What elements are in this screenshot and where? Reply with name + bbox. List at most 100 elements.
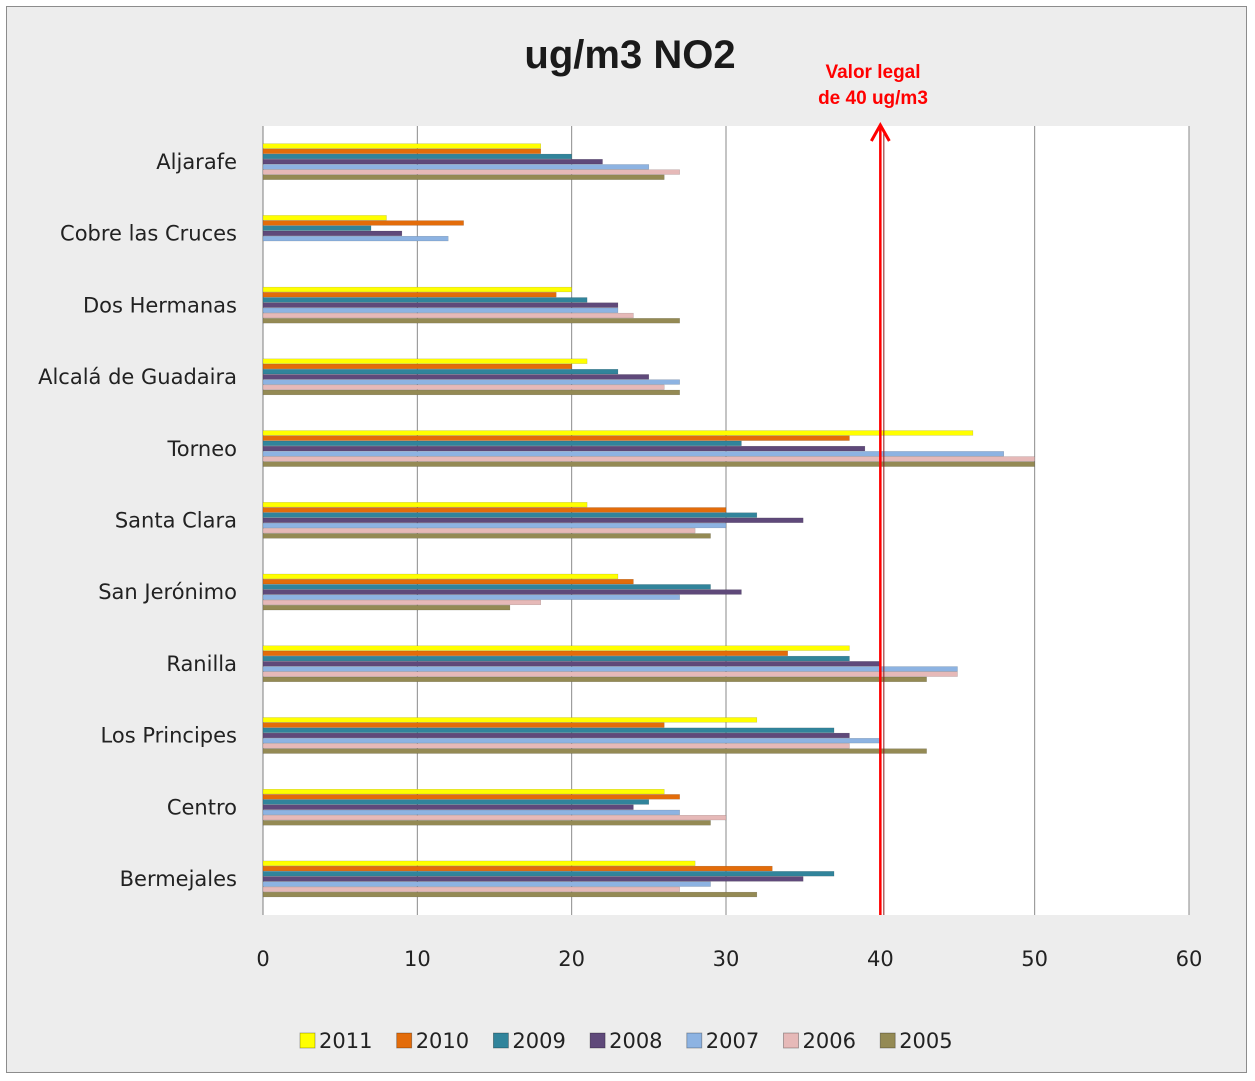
x-tick-label: 40 xyxy=(867,947,894,971)
bar xyxy=(262,307,619,313)
bar xyxy=(262,886,680,892)
bar xyxy=(262,743,850,749)
bar xyxy=(262,286,572,293)
bar xyxy=(262,512,758,518)
bar xyxy=(262,661,881,667)
bar xyxy=(262,594,680,600)
bar xyxy=(262,379,680,385)
bar xyxy=(262,456,1035,462)
bar xyxy=(262,804,634,810)
bar xyxy=(262,312,634,319)
bar xyxy=(262,655,850,662)
category-labels: Aljarafe Cobre las Cruces Dos Hermanas Alca… xyxy=(38,150,237,891)
legend-label: 2005 xyxy=(899,1029,952,1053)
legend-swatch xyxy=(492,1032,509,1049)
bar xyxy=(262,143,541,149)
bar xyxy=(262,891,758,898)
bar xyxy=(262,809,680,816)
category-label: San Jerónimo xyxy=(98,580,237,604)
bar xyxy=(262,230,403,236)
bar xyxy=(262,389,680,396)
category-label: Torneo xyxy=(167,437,237,461)
bar xyxy=(262,164,650,170)
bar xyxy=(262,522,727,529)
bar xyxy=(262,445,866,452)
category-label: Centro xyxy=(167,795,237,819)
bar xyxy=(262,820,711,826)
bar xyxy=(262,235,449,242)
x-tick-label: 30 xyxy=(713,947,740,971)
bar xyxy=(262,645,850,651)
legend-swatch xyxy=(879,1032,896,1049)
bar xyxy=(262,794,680,800)
bar xyxy=(262,297,588,303)
bar xyxy=(262,722,665,728)
category-label: Alcalá de Guadaira xyxy=(38,365,237,389)
bar xyxy=(262,599,541,606)
bar xyxy=(262,666,958,672)
bar xyxy=(262,159,603,165)
legend: 2011 2010 2009 2008 2007 2006 2005 xyxy=(299,1029,953,1053)
bar xyxy=(262,676,927,682)
x-tick-label: 10 xyxy=(404,947,431,971)
bar xyxy=(262,732,850,739)
bar xyxy=(262,881,711,887)
bar xyxy=(262,650,788,656)
bar xyxy=(262,153,572,160)
bar xyxy=(262,363,572,370)
bar xyxy=(262,292,557,298)
bar xyxy=(262,789,665,795)
x-tick-label: 50 xyxy=(1021,947,1048,971)
legend-label: 2008 xyxy=(609,1029,662,1053)
bar xyxy=(262,573,619,580)
bar xyxy=(262,430,974,436)
bar xyxy=(262,215,387,221)
bar xyxy=(262,748,927,754)
bar xyxy=(262,169,680,175)
bar xyxy=(262,451,1004,457)
bar xyxy=(262,507,727,513)
category-label: Los Principes xyxy=(101,724,237,748)
bar xyxy=(262,440,742,446)
legend-label: 2009 xyxy=(512,1029,565,1053)
bar xyxy=(262,589,742,595)
legend-swatch xyxy=(396,1032,413,1049)
bar xyxy=(262,860,696,866)
bar xyxy=(262,605,511,611)
legend-swatch xyxy=(783,1032,799,1049)
category-label: Ranilla xyxy=(166,652,237,676)
bar xyxy=(262,717,758,723)
bar xyxy=(262,502,588,508)
bar xyxy=(262,727,835,733)
bar xyxy=(262,517,804,523)
legend-label: 2006 xyxy=(803,1029,856,1053)
bar xyxy=(262,358,588,364)
x-tick-label: 20 xyxy=(558,947,585,971)
legend-swatch xyxy=(686,1032,703,1049)
bar xyxy=(262,302,619,308)
bar xyxy=(262,318,680,324)
bar xyxy=(262,384,665,390)
bar xyxy=(262,528,696,534)
bar xyxy=(262,579,634,585)
category-label: Cobre las Cruces xyxy=(60,222,237,246)
bar xyxy=(262,871,835,877)
bar xyxy=(262,369,619,375)
bar xyxy=(262,671,958,677)
bar xyxy=(262,865,773,872)
reference-label-line1: Valor legal xyxy=(825,62,920,83)
reference-label-line2: de 40 ug/m3 xyxy=(818,88,928,109)
legend-label: 2007 xyxy=(706,1029,759,1053)
bar xyxy=(262,584,711,590)
legend-label: 2011 xyxy=(319,1029,372,1053)
bar xyxy=(262,738,881,744)
chart-title: ug/m3 NO2 xyxy=(524,33,735,77)
x-tick-label: 60 xyxy=(1176,947,1203,971)
reference-line xyxy=(870,121,891,915)
x-tick-label: 0 xyxy=(256,947,269,971)
category-label: Aljarafe xyxy=(156,150,237,174)
bar xyxy=(262,815,727,821)
category-label: Bermejales xyxy=(120,867,237,891)
bar xyxy=(262,148,541,154)
